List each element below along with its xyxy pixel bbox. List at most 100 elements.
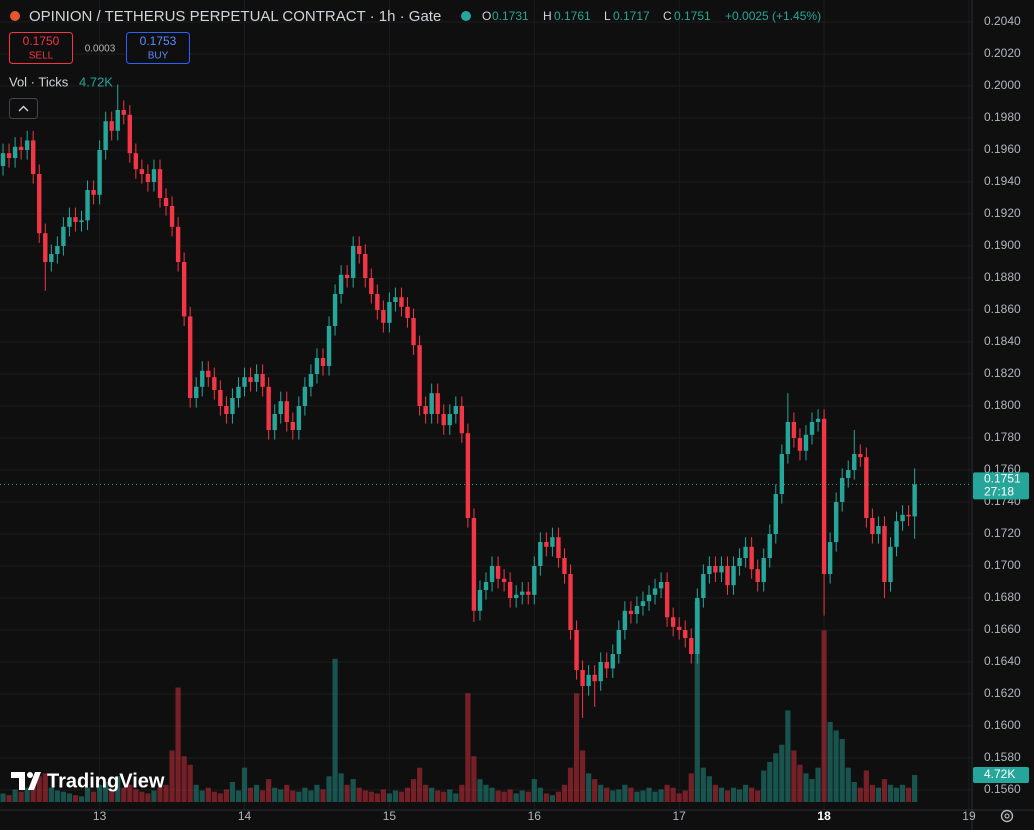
volume-bar	[797, 764, 803, 802]
volume-bar	[30, 781, 36, 802]
volume-bar	[398, 791, 405, 802]
candle-body	[55, 246, 60, 254]
volume-bar	[6, 795, 12, 802]
volume-bar	[875, 787, 882, 802]
candle-body	[139, 169, 145, 174]
candle-body	[773, 494, 778, 534]
candle-body	[212, 377, 217, 390]
watermark: TradingView	[47, 770, 165, 792]
volume-bar	[495, 790, 501, 802]
volume-bar	[489, 787, 495, 802]
volume-bar	[507, 789, 513, 802]
candle-body	[526, 591, 531, 595]
volume-bar	[54, 790, 60, 802]
volume-bar	[163, 784, 169, 802]
volume-bar	[755, 790, 761, 802]
candle-body	[761, 558, 766, 582]
candle-body	[520, 591, 525, 595]
volume-bar	[573, 693, 580, 802]
candle-body	[652, 588, 658, 595]
volume-bar	[97, 784, 103, 802]
candle-body	[815, 418, 821, 422]
candle-body	[24, 140, 30, 150]
candle-body	[628, 610, 634, 614]
volume-bar	[821, 630, 827, 802]
candle-body	[37, 174, 42, 234]
y-tick-label: 0.1820	[984, 366, 1021, 380]
candle-body	[236, 386, 241, 398]
volume-bar	[392, 790, 399, 802]
sell-button[interactable]	[9, 32, 73, 64]
volume-bar	[827, 721, 833, 802]
candle-body	[254, 374, 259, 382]
logo-mark	[11, 772, 25, 790]
volume-bar	[260, 790, 266, 802]
volume-bar	[501, 791, 507, 802]
candle-body	[912, 484, 917, 517]
volume-bar	[90, 791, 97, 802]
candle-body	[785, 422, 791, 454]
candle-body	[338, 274, 344, 294]
candle-body	[296, 406, 302, 430]
volume-bar	[338, 773, 344, 802]
chart-title: OPINION / TETHERUS PERPETUAL CONTRACT · …	[29, 8, 441, 25]
volume-bar	[447, 789, 453, 802]
volume-bar	[459, 784, 465, 802]
candle-body	[737, 558, 742, 566]
volume-bar	[0, 793, 6, 802]
y-tick-label: 0.1780	[984, 430, 1021, 444]
volume-bar	[344, 784, 350, 802]
y-tick-label: 0.1800	[984, 398, 1021, 412]
candle-body	[441, 414, 446, 426]
volume-bar	[326, 776, 332, 802]
candle-body	[900, 514, 905, 522]
candle-body	[266, 386, 271, 430]
candle-body	[67, 217, 72, 227]
candle-body	[477, 590, 483, 611]
collapse-button[interactable]	[9, 98, 38, 119]
y-tick-label: 0.1680	[984, 590, 1021, 604]
candle-body	[767, 534, 772, 558]
candle-body	[61, 226, 66, 246]
candle-body	[97, 150, 102, 195]
volume-bar	[435, 790, 441, 802]
y-tick-label: 0.1900	[984, 238, 1021, 252]
candle-body	[634, 606, 640, 614]
volume-bar	[302, 787, 308, 802]
x-tick-label: 14	[238, 809, 252, 823]
logo-mark	[27, 772, 33, 778]
volume-bar	[809, 779, 815, 802]
volume-bar	[84, 787, 91, 802]
volume-bar	[531, 779, 537, 802]
volume-bar	[773, 753, 779, 802]
volume-bar	[284, 784, 290, 802]
candle-body	[670, 617, 676, 627]
volume-bar	[423, 784, 429, 802]
volume-bar	[471, 756, 477, 802]
candle-body	[145, 174, 151, 182]
volume-bar	[779, 744, 785, 802]
candle-body	[242, 377, 247, 387]
volume-bar	[845, 767, 851, 802]
candle-body	[49, 254, 54, 262]
candle-body	[218, 390, 223, 406]
candle-body	[411, 318, 416, 346]
candle-body	[169, 206, 175, 227]
candle-body	[465, 433, 471, 518]
y-tick-label: 0.1960	[984, 142, 1021, 156]
settings-icon[interactable]	[1000, 809, 1014, 823]
buy-button[interactable]	[126, 32, 190, 64]
candle-body	[532, 566, 537, 595]
candle-body	[79, 220, 84, 222]
candle-body	[507, 582, 513, 598]
candle-body	[888, 546, 893, 582]
candle-body	[894, 521, 899, 547]
volume-bar	[634, 791, 640, 802]
volume-bar	[730, 787, 737, 802]
volume-bar	[66, 793, 73, 802]
volume-bar	[761, 770, 767, 802]
volume-pane	[0, 601, 918, 802]
candle-body	[664, 582, 670, 618]
volume-bar	[109, 790, 115, 802]
